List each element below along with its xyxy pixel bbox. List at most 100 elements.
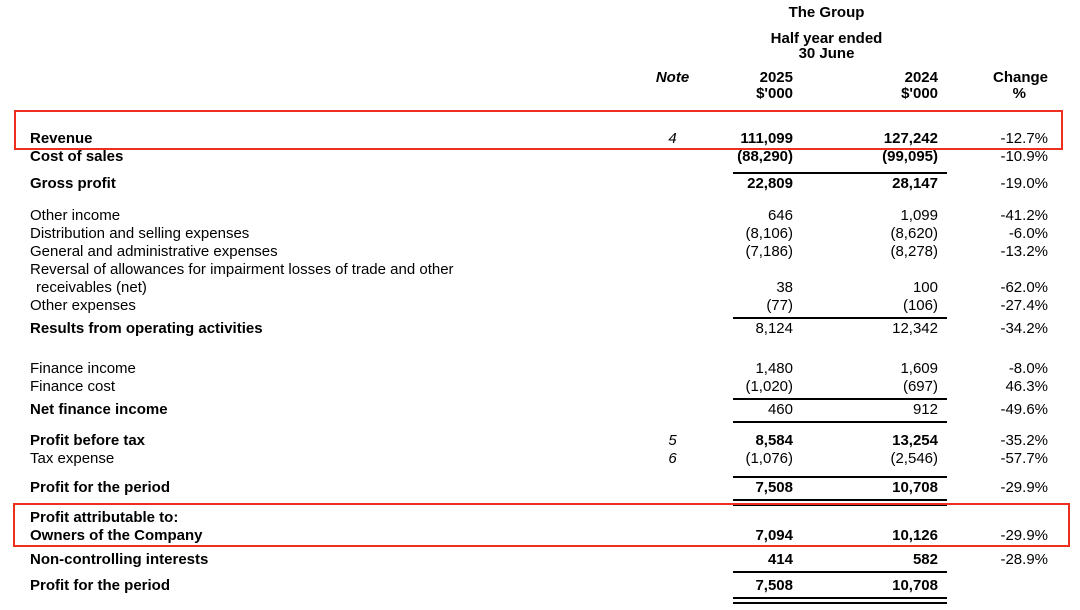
- rule-line: [733, 476, 947, 478]
- value-2025: 22,809: [747, 175, 793, 192]
- change-percent: -57.7%: [1000, 450, 1048, 467]
- value-2024: (8,620): [890, 225, 938, 242]
- row-note: [630, 378, 715, 396]
- subtotal-rule: [30, 170, 1080, 175]
- subtotal-rule: [30, 396, 1080, 401]
- subtotal-rule: [30, 569, 1080, 574]
- table-row: Results from operating activities 8,124 12…: [30, 320, 1080, 338]
- row-label: Distribution and selling expenses: [30, 225, 250, 242]
- row-label: Tax expense: [30, 450, 115, 467]
- change-percent: -6.0%: [1008, 225, 1048, 242]
- value-2024: [793, 509, 938, 527]
- rule-line: [733, 571, 947, 573]
- change-percent: -28.9%: [1000, 551, 1048, 568]
- value-2024: 100: [912, 279, 938, 296]
- value-2024: (8,278): [890, 243, 938, 260]
- change-unit-header: %: [1012, 85, 1026, 102]
- spacer-cell: [30, 86, 630, 102]
- statement-table-body: Revenue 4 111,099 127,242 -12.7% Cost of sale…: [30, 130, 1080, 604]
- table-row: Distribution and selling expenses (8,106)…: [30, 225, 1080, 243]
- row-note: 6: [668, 450, 677, 467]
- value-2025: 7,094: [755, 527, 793, 544]
- row-label: General and administrative expenses: [30, 243, 278, 260]
- change-percent: [938, 509, 1048, 527]
- change-percent: -19.0%: [1000, 175, 1048, 192]
- change-percent: -13.2%: [1000, 243, 1048, 260]
- value-2025: 38: [776, 279, 793, 296]
- table-row: Reversal of allowances for impairment lo…: [30, 261, 1080, 279]
- rule-line: [733, 597, 947, 604]
- subtotal-rule: [30, 315, 1080, 320]
- table-row: Owners of the Company 7,094 10,126 -29.9%: [30, 527, 1080, 545]
- note-column-header: Note: [655, 69, 690, 86]
- table-row: Other expenses (77) (106) -27.4%: [30, 297, 1080, 315]
- row-label: Finance cost: [30, 378, 116, 395]
- row-label: Finance income: [30, 360, 136, 377]
- table-row: Profit before tax 5 8,584 13,254 -35.2%: [30, 432, 1080, 450]
- row-label: Results from operating activities: [30, 320, 263, 337]
- change-percent: [938, 577, 1048, 595]
- value-2025: 414: [767, 551, 793, 568]
- row-label: Non-controlling interests: [30, 551, 209, 568]
- row-note: [630, 360, 715, 378]
- period-header-row: Half year ended: [30, 31, 1080, 46]
- value-2025: (7,186): [745, 243, 793, 260]
- change-percent: -34.2%: [1000, 320, 1048, 337]
- change-percent: -27.4%: [1000, 297, 1048, 314]
- table-row: receivables (net) 38 100 -62.0%: [30, 279, 1080, 297]
- row-note: [630, 551, 715, 569]
- change-percent: -29.9%: [1000, 527, 1048, 544]
- row-note: [630, 261, 715, 279]
- row-note: [630, 175, 715, 193]
- year-2024-header: 2024: [904, 69, 938, 86]
- change-percent: -29.9%: [1000, 479, 1048, 496]
- value-2025: 111,099: [740, 130, 793, 147]
- table-row: Other income 646 1,099 -41.2%: [30, 207, 1080, 225]
- value-2025: 460: [767, 401, 793, 418]
- row-note: [630, 297, 715, 315]
- row-note: [630, 509, 715, 527]
- row-label: Cost of sales: [30, 148, 124, 165]
- table-row: Net finance income 460 912 -49.6%: [30, 401, 1080, 419]
- spacer-cell: [30, 70, 630, 86]
- period-header-row2: 30 June: [30, 46, 1080, 61]
- unit-2024-header: $'000: [901, 85, 938, 102]
- row-label: Revenue: [30, 130, 93, 147]
- rule-line: [733, 172, 947, 174]
- value-2024: 13,254: [892, 432, 938, 449]
- row-label: Profit attributable to:: [30, 509, 179, 526]
- change-percent: -12.7%: [1000, 130, 1048, 147]
- change-percent: 46.3%: [1005, 378, 1048, 395]
- subtotal-rule: [30, 474, 1080, 479]
- row-note: [630, 225, 715, 243]
- change-percent: -62.0%: [1000, 279, 1048, 296]
- group-title: The Group: [788, 4, 865, 21]
- value-2025: 7,508: [755, 479, 793, 496]
- double-total-rule: [30, 497, 1080, 506]
- value-2025: 7,508: [755, 577, 793, 594]
- row-note: 5: [668, 432, 677, 449]
- change-percent: -8.0%: [1008, 360, 1048, 377]
- change-column-header: Change: [992, 69, 1048, 86]
- value-2024: [793, 261, 938, 279]
- row-note: 4: [668, 130, 677, 147]
- group-header-row: The Group: [30, 4, 1080, 22]
- period-line1: Half year ended: [770, 30, 883, 47]
- row-label: Other income: [30, 207, 121, 224]
- row-note: [630, 320, 715, 338]
- table-row: Tax expense 6 (1,076) (2,546) -57.7%: [30, 450, 1080, 468]
- change-percent: -35.2%: [1000, 432, 1048, 449]
- value-2025: (88,290): [737, 148, 793, 165]
- row-note: [630, 577, 715, 595]
- value-2024: 10,708: [892, 479, 938, 496]
- value-2024: 10,126: [892, 527, 938, 544]
- row-label: Owners of the Company: [30, 527, 203, 544]
- change-percent: -10.9%: [1000, 148, 1048, 165]
- value-2024: (106): [902, 297, 938, 314]
- double-total-rule: [30, 595, 1080, 604]
- spacer-cell: [630, 86, 715, 102]
- row-note: [630, 148, 715, 166]
- row-label: Profit for the period: [30, 479, 170, 496]
- value-2024: 12,342: [892, 320, 938, 337]
